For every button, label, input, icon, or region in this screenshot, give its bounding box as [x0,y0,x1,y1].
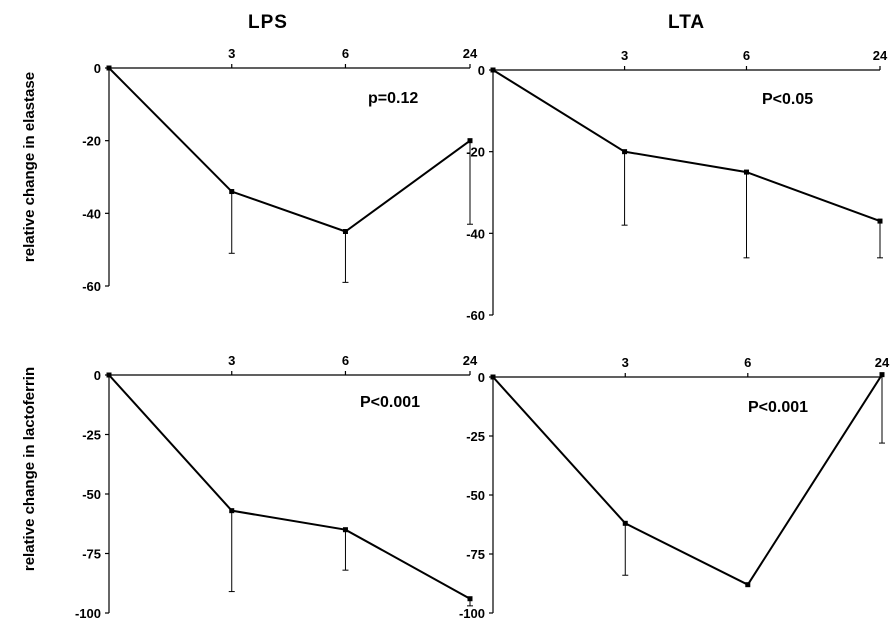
significance-annotation: P<0.001 [360,394,420,411]
data-point [743,169,749,175]
column-title-lta: LTA [668,12,706,33]
data-point [877,218,883,224]
data-point [745,582,751,588]
data-point [342,527,348,533]
y-tick-label: 0 [94,61,101,76]
x-tick-label: 24 [463,46,478,61]
y-tick-label: -100 [75,606,101,621]
data-point [490,67,496,73]
series-line [492,69,881,223]
x-tick-label: 6 [744,355,751,370]
column-title-lps: LPS [248,12,288,33]
y-tick-label: -60 [82,279,101,294]
x-tick-label: 3 [228,353,235,368]
x-tick-label: 3 [621,48,628,63]
data-point [490,374,496,380]
data-point [229,189,235,195]
series-line [492,374,883,586]
y-tick-label: -40 [82,206,101,221]
series-line [108,374,471,600]
significance-annotation: p=0.12 [368,90,418,107]
y-tick-label: -20 [466,145,485,160]
x-tick-label: 3 [622,355,629,370]
data-point [622,149,628,155]
x-tick-label: 6 [342,353,349,368]
data-point [229,508,235,514]
y-tick-label: -20 [82,134,101,149]
data-point [879,372,885,378]
panel-2: 0 -20 -40 -60 3 6 24 P<0.05 [466,48,888,323]
y-tick-label: -75 [466,547,485,562]
data-point [467,596,473,602]
series-line [108,67,471,233]
x-tick-label: 24 [875,355,890,370]
data-point [342,229,348,234]
data-point [622,520,628,526]
y-tick-label: -50 [466,488,485,503]
y-tick-label: -60 [466,308,485,323]
y-tick-label: -100 [459,606,485,621]
panel-3: 0 -25 -50 -75 -100 3 6 24 P<0.001 [75,353,478,621]
x-tick-label: 6 [743,48,750,63]
y-tick-label: -25 [466,429,485,444]
data-point [106,65,112,71]
y-tick-label: 0 [478,63,485,78]
significance-annotation: P<0.001 [748,399,808,416]
y-tick-label: -40 [466,226,485,241]
y-tick-label: -50 [82,487,101,502]
y-tick-label: -75 [82,547,101,562]
data-point [106,372,112,378]
x-tick-label: 3 [228,46,235,61]
x-tick-label: 24 [873,48,888,63]
y-tick-label: -25 [82,428,101,443]
significance-annotation: P<0.05 [762,91,813,108]
panel-4: 0 -25 -50 -75 -100 3 6 24 P<0.001 [459,355,890,621]
x-tick-label: 6 [342,46,349,61]
data-point [467,138,473,144]
y-tick-label: 0 [478,370,485,385]
y-tick-label: 0 [94,368,101,383]
panel-1: 0 -20 -40 -60 3 6 24 p=0.12 [82,46,478,294]
x-tick-label: 24 [463,353,478,368]
